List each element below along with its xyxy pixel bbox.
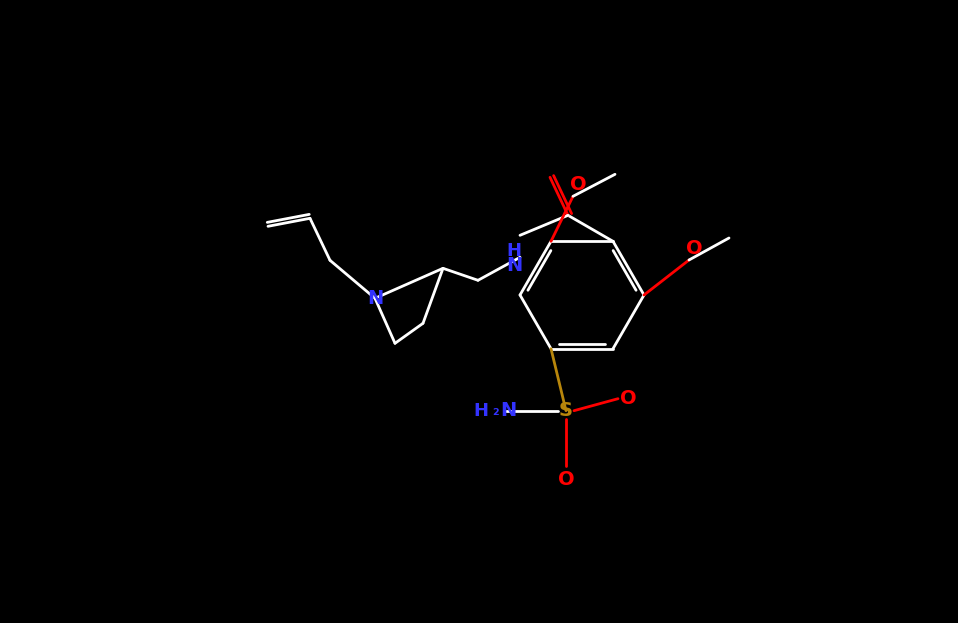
Text: O: O	[686, 239, 702, 257]
Text: N: N	[367, 289, 383, 308]
Text: H: H	[473, 402, 489, 420]
Text: ₂: ₂	[492, 403, 499, 418]
Text: N: N	[506, 256, 522, 275]
Text: O: O	[570, 175, 586, 194]
Text: O: O	[558, 470, 574, 489]
Text: S: S	[559, 401, 573, 420]
Text: N: N	[500, 401, 516, 420]
Text: O: O	[620, 389, 636, 408]
Text: H: H	[507, 242, 521, 260]
